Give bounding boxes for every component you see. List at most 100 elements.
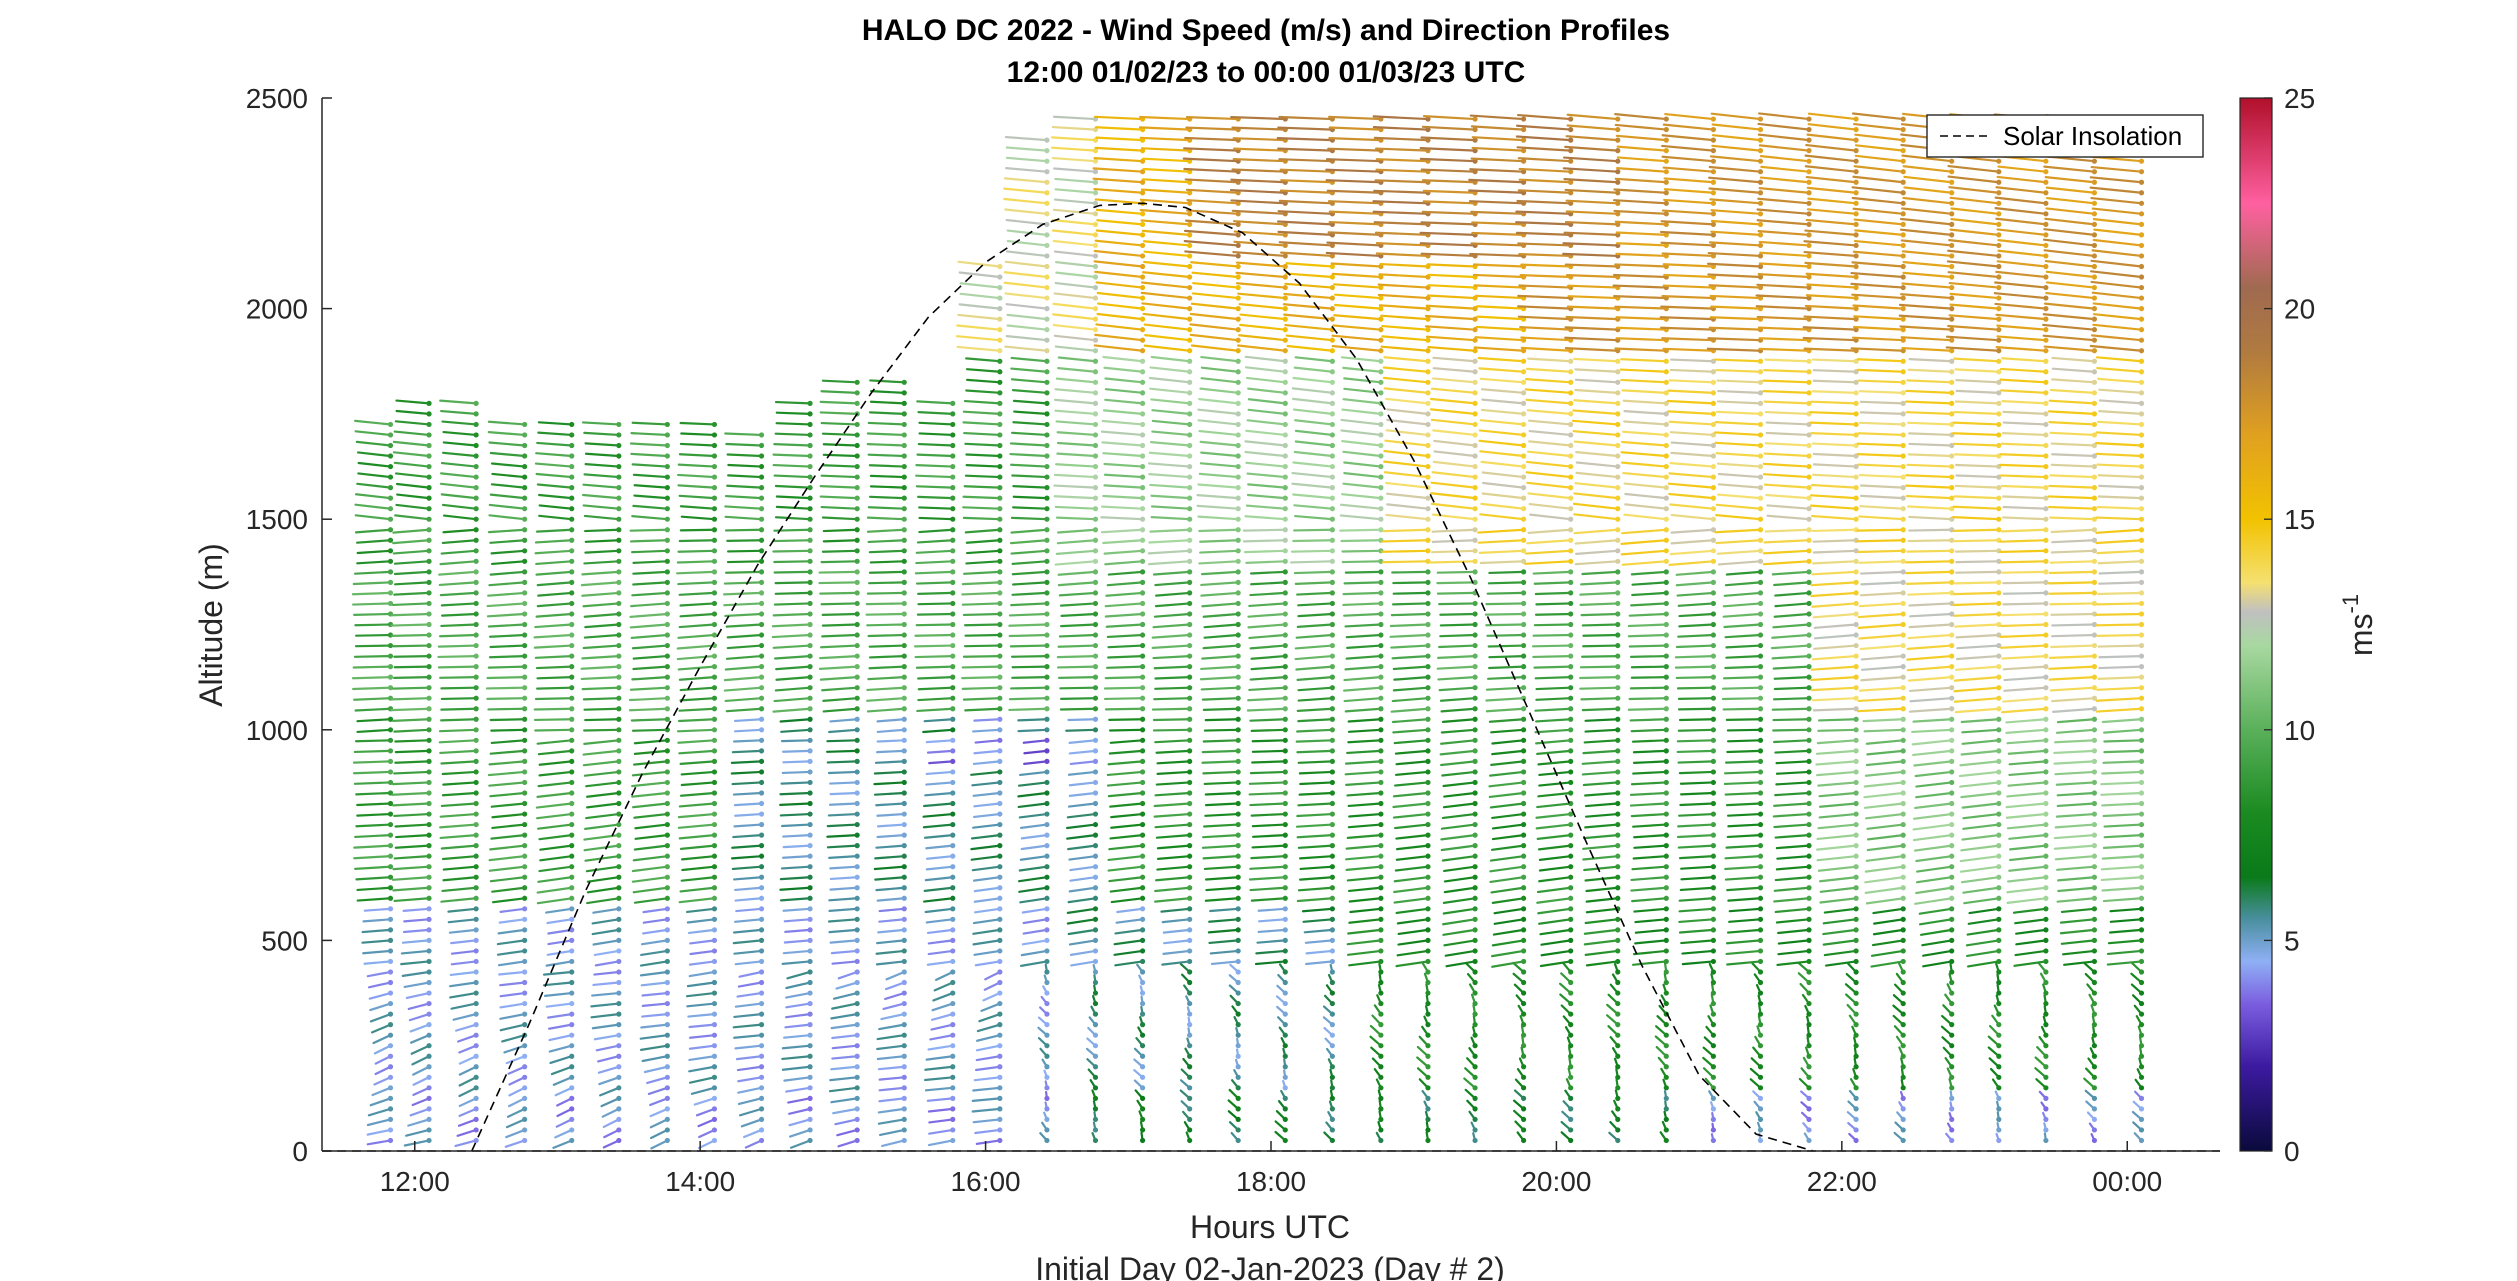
wind-barb: [1328, 220, 1382, 226]
wind-barb: [442, 528, 478, 534]
wind-barb: [725, 707, 763, 713]
wind-barb-point: [1425, 316, 1431, 322]
wind-barb: [679, 791, 716, 797]
wind-barb-point: [1187, 906, 1193, 912]
wind-barb: [450, 939, 478, 945]
wind-barb-point: [1235, 843, 1241, 849]
wind-barb: [869, 474, 906, 479]
wind-barb-point: [569, 506, 575, 512]
wind-barb: [1251, 739, 1287, 743]
wind-barb-point: [1092, 284, 1099, 291]
wind-barb: [1580, 697, 1619, 701]
wind-barb-point: [387, 916, 394, 922]
wind-barb: [396, 493, 431, 500]
wind-barb-point: [901, 874, 907, 880]
wind-barb-point: [1282, 558, 1288, 564]
wind-barb: [1391, 654, 1430, 660]
wind-barb: [1110, 823, 1144, 829]
wind-barb-point: [1472, 632, 1478, 638]
wind-barb-point: [616, 548, 622, 554]
wind-barb: [1152, 570, 1191, 576]
wind-barb-point: [758, 979, 765, 986]
wind-barb-point: [522, 453, 528, 459]
wind-barb: [1204, 802, 1240, 807]
wind-barb: [1244, 366, 1287, 373]
wind-barb: [1297, 844, 1334, 849]
wind-barb-point: [807, 874, 813, 880]
wind-barb: [1347, 728, 1382, 733]
wind-barb-point: [1568, 453, 1574, 459]
wind-barb: [1140, 188, 1191, 194]
wind-barb: [1443, 886, 1477, 894]
wind-barb-point: [1187, 927, 1193, 933]
wind-barb-point: [1378, 1011, 1384, 1017]
wind-barb-point: [1282, 674, 1288, 680]
wind-barb: [1021, 907, 1049, 914]
wind-barb: [391, 718, 431, 722]
wind-barb-point: [1378, 832, 1384, 838]
wind-barb-point: [758, 885, 765, 891]
wind-barb-point: [1378, 979, 1384, 986]
wind-barb: [1022, 918, 1049, 925]
wind-barb-point: [1235, 716, 1241, 722]
wind-barb-point: [1615, 453, 1621, 459]
wind-barb-point: [950, 769, 956, 775]
wind-barb-point: [522, 600, 528, 607]
wind-barb-point: [522, 527, 528, 533]
wind-barb: [582, 602, 620, 608]
wind-barb: [1477, 539, 1525, 544]
wind-barb-point: [569, 990, 575, 996]
wind-barb-point: [997, 274, 1003, 280]
wind-barb: [974, 1065, 1001, 1072]
wind-barb-point: [569, 727, 575, 733]
wind-barb-point: [711, 1043, 718, 1049]
wind-barb-point: [1044, 1085, 1050, 1091]
wind-barb: [539, 855, 573, 862]
wind-barb: [590, 1002, 620, 1008]
wind-barb-point: [616, 748, 622, 754]
wind-barb: [1343, 461, 1382, 468]
wind-barb: [782, 949, 812, 955]
wind-barb-point: [1329, 990, 1335, 996]
wind-barb-point: [473, 674, 479, 680]
wind-barb: [1574, 378, 1619, 384]
wind-barb-point: [711, 516, 718, 522]
wind-barb-point: [1710, 864, 1716, 870]
wind-barb-point: [1044, 621, 1050, 628]
wind-barb: [1385, 513, 1430, 521]
wind-barb: [1057, 644, 1097, 648]
wind-barb-point: [1282, 800, 1288, 807]
wind-barb: [393, 665, 431, 669]
wind-barb: [1010, 378, 1049, 384]
wind-barb-point: [387, 1000, 394, 1007]
wind-barb: [1242, 528, 1287, 532]
wind-barb: [1054, 345, 1097, 352]
wind-barb: [1161, 918, 1191, 924]
wind-barb: [490, 833, 526, 840]
wind-barb-point: [1378, 864, 1384, 870]
wind-barb: [439, 676, 478, 679]
wind-barb: [1621, 389, 1668, 394]
wind-barb: [961, 686, 1001, 690]
wind-barb: [1100, 528, 1144, 534]
wind-barb-point: [997, 432, 1003, 438]
wind-barb-point: [1425, 411, 1431, 417]
wind-barb-point: [807, 779, 813, 786]
wind-barb: [869, 400, 906, 405]
wind-barb: [1251, 844, 1287, 849]
wind-barb: [582, 749, 620, 756]
wind-barb-point: [1378, 737, 1384, 743]
wind-barb: [352, 770, 392, 775]
wind-barb-point: [1092, 1095, 1099, 1101]
wind-barb-point: [711, 1000, 718, 1007]
wind-barb-point: [426, 716, 432, 722]
wind-barb: [1681, 960, 1715, 966]
wind-barb-point: [426, 748, 432, 754]
wind-barb: [1328, 126, 1382, 131]
wind-barb: [724, 505, 763, 510]
wind-barb: [1249, 802, 1287, 807]
wind-barb-point: [758, 537, 765, 543]
wind-barb-point: [758, 853, 765, 859]
wind-barb: [393, 855, 431, 860]
wind-barb: [1430, 502, 1477, 510]
